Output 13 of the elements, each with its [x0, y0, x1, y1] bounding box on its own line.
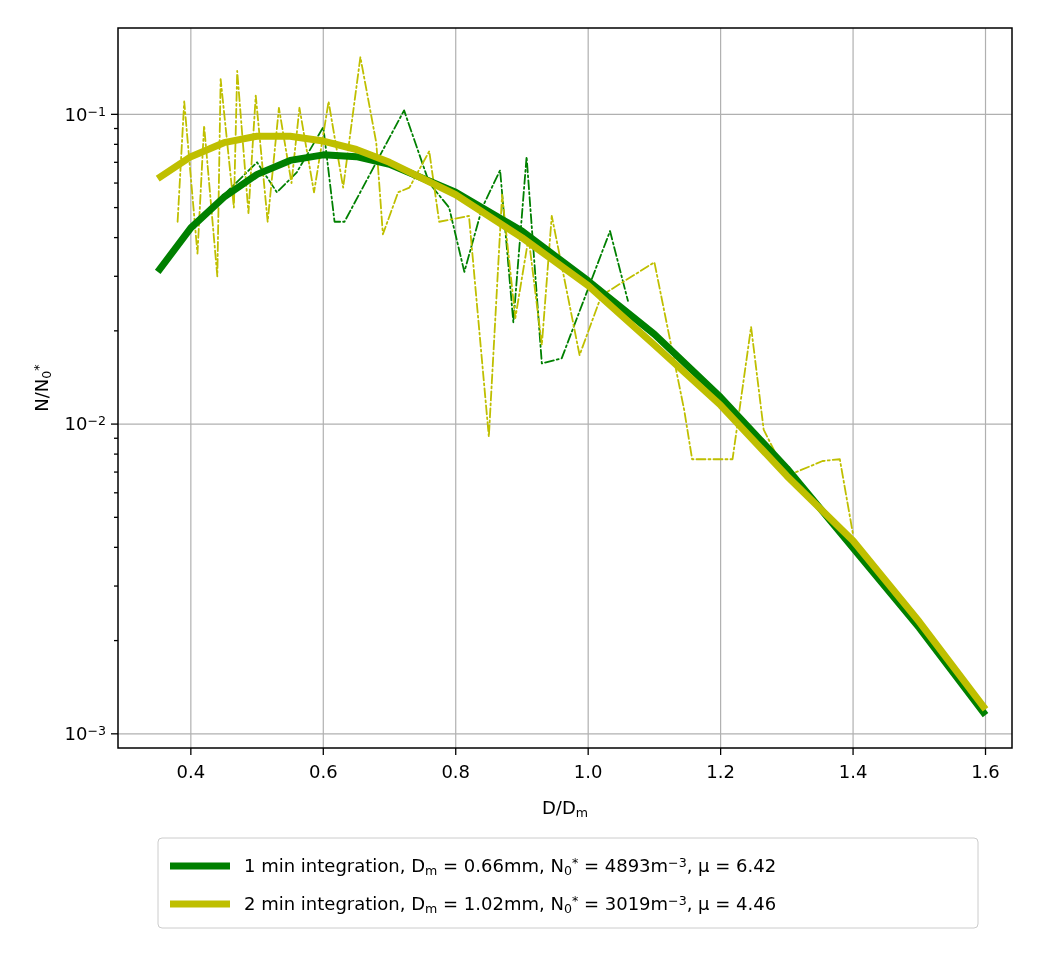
x-tick-label: 1.6	[971, 761, 1000, 782]
x-tick-label: 1.2	[706, 761, 735, 782]
x-axis-title: D/D$_{m}$	[541, 797, 589, 821]
x-tick-label: 0.8	[441, 761, 471, 782]
x-tick-label: 0.4	[176, 761, 206, 782]
x-tick-label: 0.6	[308, 761, 338, 782]
legend-label: 1 min integration, D$_{m}$ = 0.66mm, N$_{0}$$^{*}$ = 4893m$^{−3}$, μ = 6.42	[244, 855, 777, 879]
y-tick-label: 10$^{−1}$	[64, 103, 106, 125]
y-tick-label: 10$^{−3}$	[64, 722, 106, 745]
x-tick-label: 1.4	[838, 761, 868, 782]
legend-label: 2 min integration, D$_{m}$ = 1.02mm, N$_{0}$$^{*}$ = 3019m$^{−3}$, μ = 4.46	[244, 893, 777, 917]
y-tick-label: 10$^{−2}$	[64, 413, 106, 435]
x-tick-label: 1.0	[573, 761, 603, 782]
